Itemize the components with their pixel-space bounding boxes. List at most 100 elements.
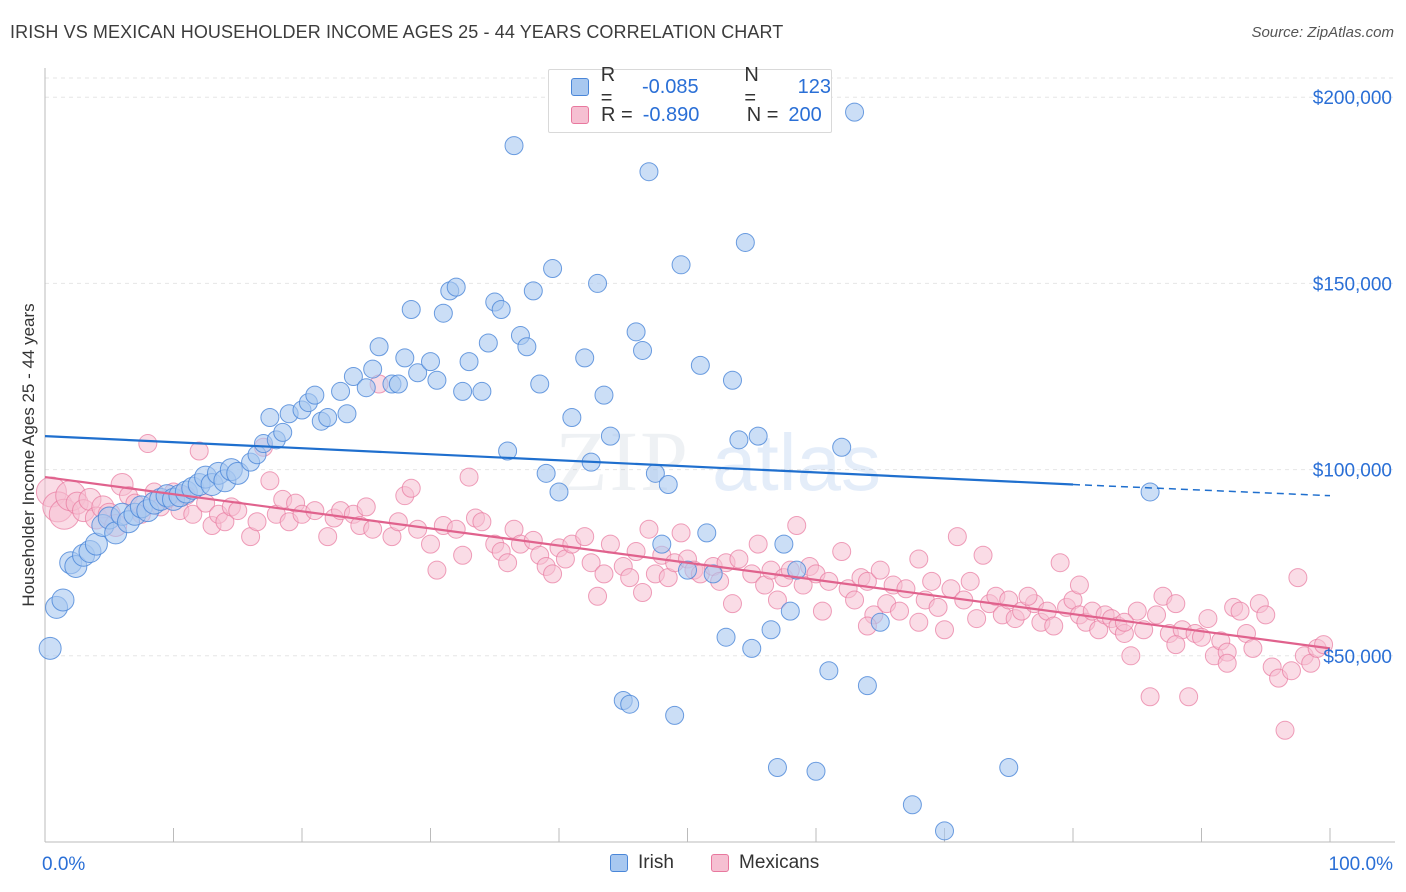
mexicans-point: [928, 597, 948, 617]
irish-point: [395, 348, 415, 368]
irish-point: [575, 348, 595, 368]
irish-point: [806, 761, 826, 781]
irish-point: [536, 463, 556, 483]
irish-point: [498, 441, 518, 461]
irish-point: [761, 620, 781, 640]
irish-point: [446, 277, 466, 297]
irish-point: [600, 426, 620, 446]
x-tick-label-max: 100.0%: [1329, 854, 1394, 875]
mexicans-point: [581, 553, 601, 573]
irish-point: [401, 299, 421, 319]
mexicans-point: [427, 560, 447, 580]
mexicans-point: [305, 501, 325, 521]
mexicans-point: [1166, 594, 1186, 614]
mexicans-point: [767, 590, 787, 610]
legend-row-irish: R = -0.085 N = 123: [571, 64, 831, 109]
mexicans-point: [620, 568, 640, 588]
mexicans-point: [1147, 605, 1167, 625]
irish-point: [433, 303, 453, 323]
y-tick-label: $150,000: [1313, 274, 1392, 295]
irish-point: [478, 333, 498, 353]
irish-point: [549, 482, 569, 502]
mexicans-swatch: [571, 106, 589, 124]
irish-point: [690, 355, 710, 375]
mexicans-point: [1134, 620, 1154, 640]
irish-point: [562, 407, 582, 427]
irish-trend-extension: [1072, 483, 1331, 497]
irish-point: [722, 370, 742, 390]
mexicans-point: [960, 571, 980, 591]
irish-point: [748, 426, 768, 446]
mexicans-point: [947, 527, 967, 547]
irish-point: [491, 299, 511, 319]
irish-point: [716, 627, 736, 647]
irish-point: [453, 381, 473, 401]
mexicans-point: [594, 564, 614, 584]
mexicans-point: [401, 478, 421, 498]
mexicans-point: [1217, 653, 1237, 673]
mexicans-point: [228, 501, 248, 521]
irish-point: [902, 795, 922, 815]
legend-item-mexicans[interactable]: Mexicans: [711, 852, 819, 874]
trend-lines: [44, 435, 1331, 650]
irish-point: [369, 337, 389, 357]
mexicans-point: [890, 601, 910, 621]
irish-point: [594, 385, 614, 405]
mexicans-point: [575, 527, 595, 547]
mexicans-point: [742, 564, 762, 584]
irish-point: [459, 352, 479, 372]
legend-series: Irish Mexicans: [0, 852, 1406, 878]
mexicans-point: [1069, 575, 1089, 595]
irish-point: [671, 255, 691, 275]
mexicans-point: [633, 583, 653, 603]
chart-title: IRISH VS MEXICAN HOUSEHOLDER INCOME AGES…: [10, 22, 784, 42]
legend-irish-label: Irish: [638, 852, 674, 873]
mexicans-point: [318, 527, 338, 547]
mexicans-point: [748, 534, 768, 554]
irish-point: [870, 612, 890, 632]
mexicans-point: [388, 512, 408, 532]
y-tick-label: $50,000: [1323, 647, 1392, 668]
mexicans-point: [832, 542, 852, 562]
mexicans-point: [453, 545, 473, 565]
mexicans-point: [1166, 635, 1186, 655]
irish-point: [504, 136, 524, 156]
legend-mexicans-label: Mexicans: [739, 852, 820, 873]
mexicans-point: [935, 620, 954, 640]
legend-item-irish[interactable]: Irish: [610, 852, 674, 874]
mexicans-point: [1127, 601, 1147, 621]
irish-point: [305, 385, 325, 405]
irish-swatch: [571, 78, 589, 96]
irish-point: [665, 705, 685, 725]
mexicans-point: [870, 560, 890, 580]
irish-point: [523, 281, 543, 301]
y-axis-label: Householder Income Ages 25 - 44 years: [19, 303, 38, 606]
mexicans-point: [1288, 568, 1308, 588]
mexicans-point: [1044, 616, 1064, 636]
irish-point: [857, 676, 877, 696]
mexicans-n-value: 200: [788, 103, 822, 126]
irish-point: [408, 363, 428, 383]
x-axis-tick-labels: 0.0% 100.0%: [42, 854, 1393, 875]
mexicans-point: [1018, 586, 1038, 606]
mexicans-point: [787, 515, 807, 535]
mexicans-point: [247, 512, 267, 532]
mexicans-point: [639, 519, 659, 539]
y-axis-tick-labels: $50,000 $100,000 $150,000 $200,000: [1313, 88, 1392, 668]
irish-point: [517, 337, 537, 357]
irish-point: [735, 232, 755, 252]
mexicans-point: [1256, 605, 1276, 625]
irish-point: [787, 560, 807, 580]
irish-point: [832, 437, 852, 457]
mexicans-point: [845, 590, 865, 610]
irish-point: [703, 564, 723, 584]
legend-row-mexicans: R = -0.890 N = 200: [571, 101, 822, 129]
irish-point: [427, 370, 447, 390]
irish-point: [633, 340, 653, 360]
irish-point: [767, 758, 787, 778]
mexicans-point: [729, 549, 749, 569]
irish-point: [697, 523, 717, 543]
mexicans-point: [600, 534, 620, 554]
irish-point: [51, 588, 75, 612]
